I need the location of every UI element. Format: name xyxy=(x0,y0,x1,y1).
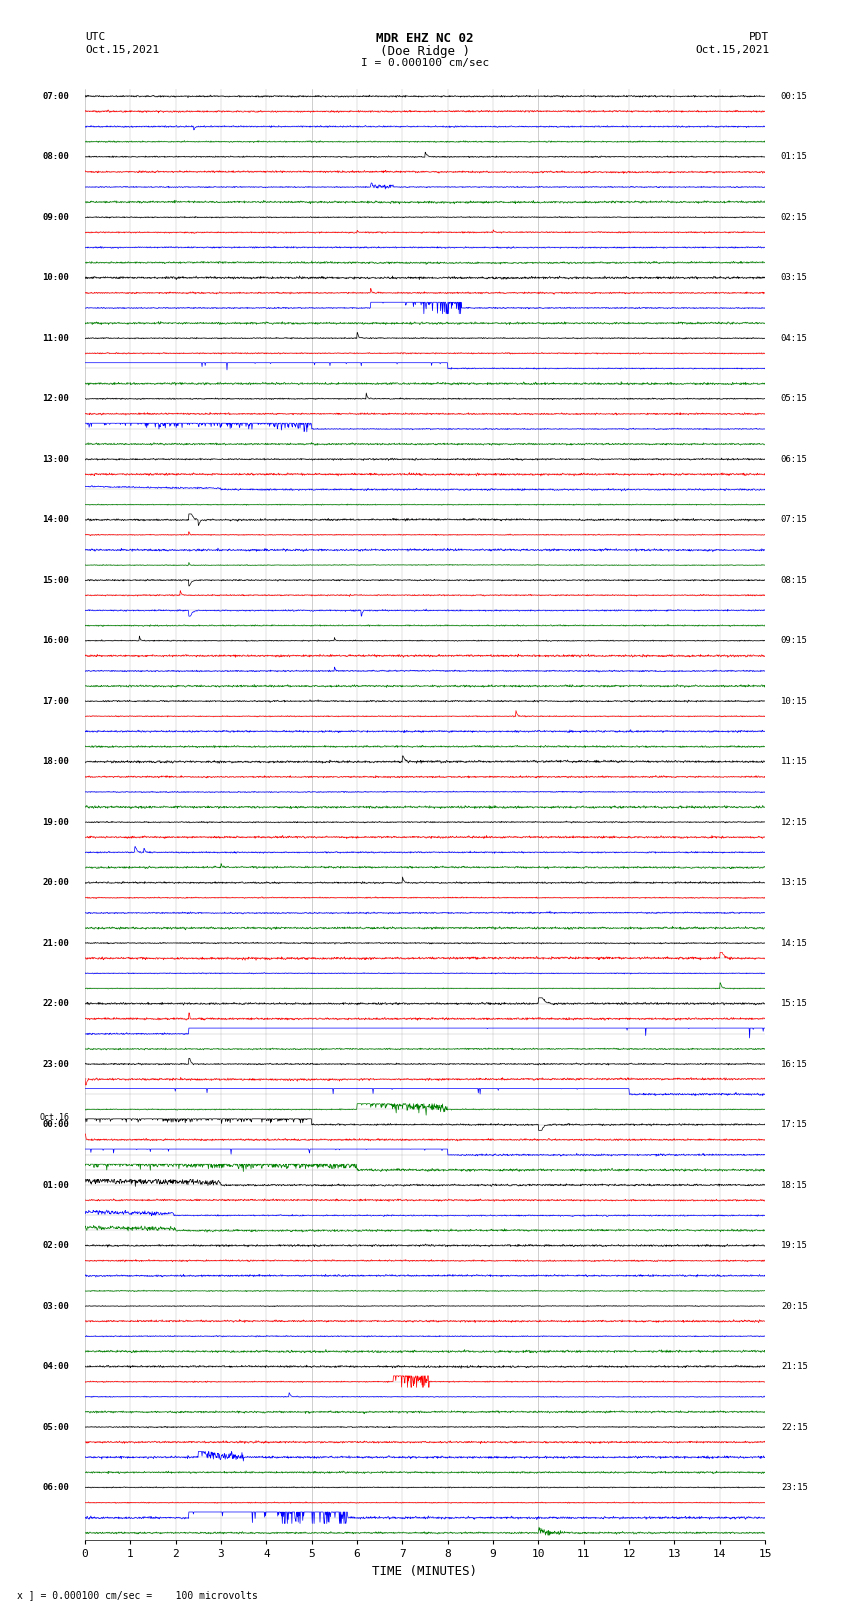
Text: 05:00: 05:00 xyxy=(42,1423,69,1431)
X-axis label: TIME (MINUTES): TIME (MINUTES) xyxy=(372,1565,478,1578)
Text: 12:15: 12:15 xyxy=(781,818,807,826)
Text: 16:00: 16:00 xyxy=(42,636,69,645)
Text: 10:15: 10:15 xyxy=(781,697,807,705)
Text: 08:15: 08:15 xyxy=(781,576,807,584)
Text: 14:00: 14:00 xyxy=(42,515,69,524)
Text: 09:15: 09:15 xyxy=(781,636,807,645)
Text: 03:00: 03:00 xyxy=(42,1302,69,1310)
Text: 07:00: 07:00 xyxy=(42,92,69,100)
Text: 07:15: 07:15 xyxy=(781,515,807,524)
Text: PDT: PDT xyxy=(749,32,769,42)
Text: 11:15: 11:15 xyxy=(781,756,807,766)
Text: Oct.15,2021: Oct.15,2021 xyxy=(695,45,769,55)
Text: 22:15: 22:15 xyxy=(781,1423,807,1431)
Text: 19:00: 19:00 xyxy=(42,818,69,826)
Text: 02:00: 02:00 xyxy=(42,1240,69,1250)
Text: 15:15: 15:15 xyxy=(781,998,807,1008)
Text: 18:15: 18:15 xyxy=(781,1181,807,1189)
Text: 08:00: 08:00 xyxy=(42,152,69,161)
Text: 01:00: 01:00 xyxy=(42,1181,69,1189)
Text: 05:15: 05:15 xyxy=(781,394,807,403)
Text: 04:15: 04:15 xyxy=(781,334,807,342)
Text: 21:15: 21:15 xyxy=(781,1361,807,1371)
Text: 20:00: 20:00 xyxy=(42,877,69,887)
Text: 22:00: 22:00 xyxy=(42,998,69,1008)
Text: (Doe Ridge ): (Doe Ridge ) xyxy=(380,45,470,58)
Text: 06:00: 06:00 xyxy=(42,1482,69,1492)
Text: 06:15: 06:15 xyxy=(781,455,807,463)
Text: 18:00: 18:00 xyxy=(42,756,69,766)
Text: 11:00: 11:00 xyxy=(42,334,69,342)
Text: 23:15: 23:15 xyxy=(781,1482,807,1492)
Text: 15:00: 15:00 xyxy=(42,576,69,584)
Text: 10:00: 10:00 xyxy=(42,273,69,282)
Text: Oct.15,2021: Oct.15,2021 xyxy=(85,45,159,55)
Text: 19:15: 19:15 xyxy=(781,1240,807,1250)
Text: UTC: UTC xyxy=(85,32,105,42)
Text: 14:15: 14:15 xyxy=(781,939,807,947)
Text: 03:15: 03:15 xyxy=(781,273,807,282)
Text: 13:00: 13:00 xyxy=(42,455,69,463)
Text: x ] = 0.000100 cm/sec =    100 microvolts: x ] = 0.000100 cm/sec = 100 microvolts xyxy=(17,1590,258,1600)
Text: 09:00: 09:00 xyxy=(42,213,69,221)
Text: 01:15: 01:15 xyxy=(781,152,807,161)
Text: I = 0.000100 cm/sec: I = 0.000100 cm/sec xyxy=(361,58,489,68)
Text: 21:00: 21:00 xyxy=(42,939,69,947)
Text: 04:00: 04:00 xyxy=(42,1361,69,1371)
Text: 00:00: 00:00 xyxy=(42,1119,69,1129)
Text: 12:00: 12:00 xyxy=(42,394,69,403)
Text: MDR EHZ NC 02: MDR EHZ NC 02 xyxy=(377,32,473,45)
Text: 20:15: 20:15 xyxy=(781,1302,807,1310)
Text: 17:15: 17:15 xyxy=(781,1119,807,1129)
Text: Oct.16: Oct.16 xyxy=(39,1113,69,1121)
Text: 02:15: 02:15 xyxy=(781,213,807,221)
Text: 13:15: 13:15 xyxy=(781,877,807,887)
Text: 17:00: 17:00 xyxy=(42,697,69,705)
Text: 23:00: 23:00 xyxy=(42,1060,69,1068)
Text: 00:15: 00:15 xyxy=(781,92,807,100)
Text: 16:15: 16:15 xyxy=(781,1060,807,1068)
